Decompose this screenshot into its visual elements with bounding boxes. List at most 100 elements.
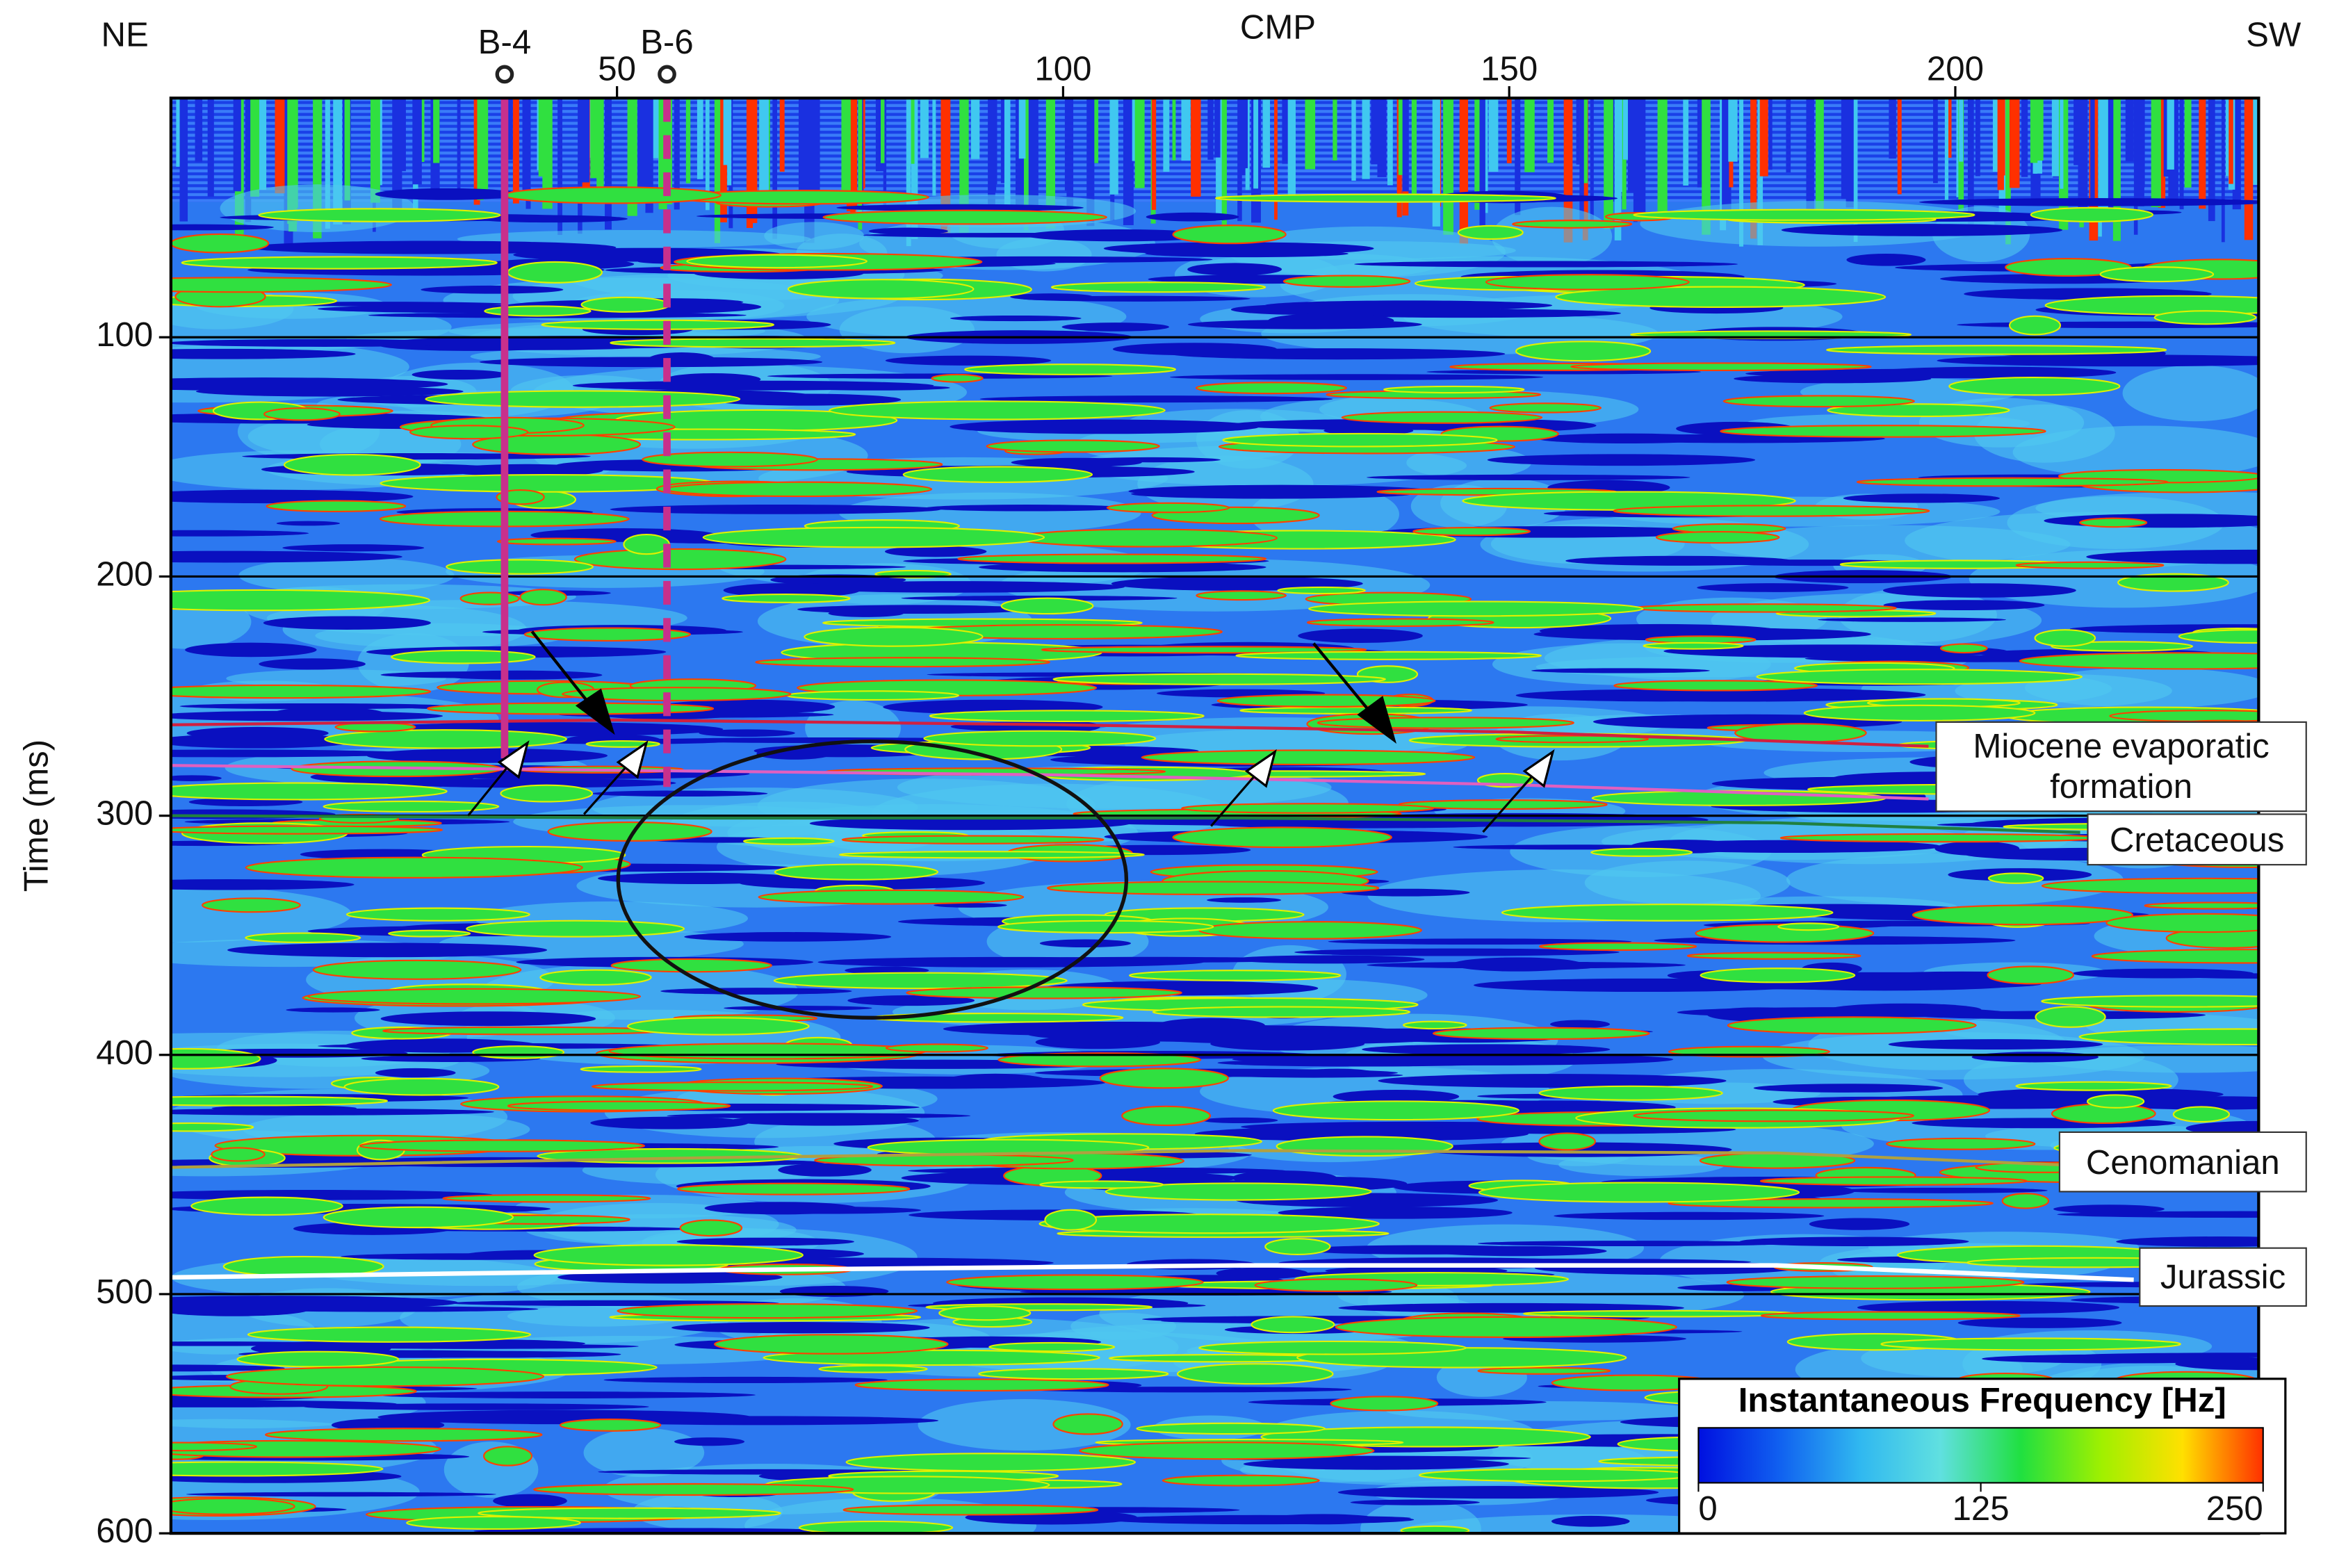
light-patch (2122, 365, 2259, 422)
top-stripe (1697, 98, 1704, 188)
top-stripe (637, 98, 646, 201)
dark-streak (1869, 366, 2117, 379)
green-streak (391, 649, 536, 664)
dark-streak (809, 817, 1131, 831)
well-symbol (658, 65, 676, 84)
green-streak (1948, 376, 2121, 396)
dark-streak (2053, 1204, 2165, 1214)
dark-streak (1882, 583, 2076, 598)
dark-streak (925, 504, 1127, 512)
green-streak (323, 800, 500, 813)
green-streak (1570, 362, 1872, 371)
top-stripe (714, 98, 721, 243)
green-streak (1276, 1136, 1453, 1157)
dark-streak (590, 1116, 749, 1129)
green-streak (1400, 1525, 1470, 1534)
dark-streak (375, 1068, 456, 1078)
green-streak (1181, 803, 1435, 814)
green-streak (2078, 1028, 2259, 1045)
green-streak (1239, 706, 1472, 714)
top-stripe (2037, 98, 2044, 161)
top-stripe (1172, 98, 1176, 161)
top-stripe (1432, 98, 1440, 227)
green-streak (1272, 1100, 1520, 1121)
light-patch (918, 1399, 1131, 1451)
light-patch (1973, 404, 2115, 463)
green-streak (236, 1350, 400, 1368)
top-stripe (605, 98, 612, 230)
dark-streak (1367, 474, 1691, 480)
top-stripe (1282, 98, 1289, 164)
top-stripe (596, 98, 604, 204)
top-stripe (911, 98, 918, 239)
light-patch (764, 222, 865, 250)
top-stripe (412, 98, 422, 185)
dark-streak (1350, 1499, 1480, 1505)
green-streak (2178, 629, 2259, 644)
dark-streak (1243, 1458, 1509, 1470)
top-stripe (1806, 98, 1814, 224)
green-streak (774, 863, 938, 881)
top-stripe (2125, 98, 2134, 162)
dark-streak (950, 419, 1260, 434)
green-streak (679, 1219, 743, 1237)
green-streak (1403, 1020, 1467, 1030)
top-stripe (645, 98, 653, 213)
top-stripe (1933, 98, 1938, 183)
top-stripe (1123, 98, 1134, 225)
top-stripe (1944, 98, 1949, 204)
dark-streak (375, 188, 521, 200)
green-streak (2034, 629, 2096, 647)
dark-streak (1971, 1052, 2099, 1063)
green-streak (541, 319, 774, 330)
top-stripe (1333, 98, 1337, 161)
green-streak (1177, 1363, 1334, 1385)
green-streak (1495, 735, 1649, 744)
green-streak (523, 627, 691, 642)
dark-streak (282, 544, 425, 552)
green-streak (1264, 1238, 1331, 1256)
green-streak (382, 1026, 666, 1036)
top-stripe (2108, 98, 2114, 213)
top-stripe (2251, 98, 2259, 186)
green-streak (1489, 402, 1602, 414)
dark-streak (380, 1011, 596, 1027)
top-stripe (2009, 98, 2020, 188)
green-streak (2041, 995, 2259, 1008)
top-stripe (1028, 98, 1038, 206)
dark-streak (350, 1350, 621, 1358)
top-stripe (526, 98, 531, 209)
top-stripe (627, 98, 637, 216)
green-streak (1418, 1468, 1695, 1483)
top-stripe (1377, 98, 1387, 177)
green-streak (2015, 561, 2165, 569)
top-stripe (1024, 98, 1029, 231)
dark-streak (884, 546, 987, 557)
green-streak (1000, 597, 1094, 615)
green-streak (623, 534, 671, 555)
green-streak (2087, 1094, 2145, 1109)
green-streak (677, 1182, 911, 1195)
green-streak (1827, 403, 2010, 418)
green-streak (1216, 694, 1436, 708)
green-streak (845, 1453, 1137, 1472)
green-streak (906, 986, 1182, 999)
green-streak (1722, 395, 1915, 408)
dark-streak (1888, 1039, 2103, 1050)
dark-streak (1268, 313, 1394, 328)
green-streak (503, 186, 722, 204)
dark-streak (979, 395, 1333, 403)
green-streak (406, 1515, 581, 1530)
top-stripe (841, 98, 851, 203)
dark-streak (263, 616, 431, 630)
dark-streak (247, 240, 617, 254)
horizon-label-box (2139, 1247, 2307, 1307)
green-streak (266, 500, 407, 512)
dark-streak (950, 315, 1082, 322)
dark-streak (1307, 309, 1621, 318)
green-streak (442, 1193, 651, 1203)
top-stripe (1853, 98, 1858, 243)
green-streak (388, 929, 471, 938)
green-streak (170, 277, 392, 293)
light-patch (1386, 1401, 1704, 1421)
